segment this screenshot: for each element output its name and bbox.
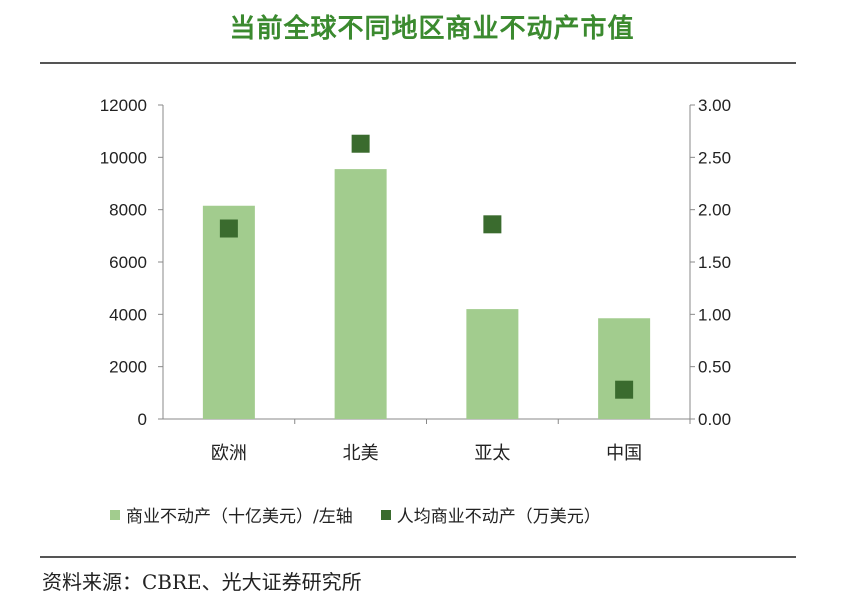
scatter-point <box>483 215 502 234</box>
right-tick-label: 2.50 <box>698 148 731 167</box>
legend-item-bar: 商业不动产（十亿美元）/左轴 <box>110 502 353 527</box>
right-tick-label: 3.00 <box>698 96 731 115</box>
left-tick-label: 2000 <box>109 358 147 377</box>
left-tick-label: 4000 <box>109 305 147 324</box>
right-tick-label: 0.50 <box>698 358 731 377</box>
left-tick-label: 10000 <box>100 148 147 167</box>
bottom-divider <box>40 556 796 558</box>
bar <box>334 169 387 419</box>
right-tick-label: 1.50 <box>698 253 731 272</box>
legend-marker-swatch <box>380 509 391 520</box>
left-tick-label: 12000 <box>100 96 147 115</box>
left-tick-label: 8000 <box>109 201 147 220</box>
source-note: 资料来源：CBRE、光大证券研究所 <box>42 570 362 594</box>
left-tick-label: 6000 <box>109 253 147 272</box>
category-label: 北美 <box>343 443 379 464</box>
top-divider <box>40 62 796 64</box>
scatter-point <box>219 219 238 238</box>
bar <box>598 318 651 419</box>
right-tick-label: 2.00 <box>698 201 731 220</box>
legend: 商业不动产（十亿美元）/左轴 人均商业不动产（万美元） <box>110 502 750 527</box>
left-tick-label: 0 <box>138 410 147 429</box>
legend-marker-label: 人均商业不动产（万美元） <box>396 507 601 527</box>
category-label: 中国 <box>606 443 642 464</box>
legend-bar-label: 商业不动产（十亿美元）/左轴 <box>126 507 353 527</box>
right-tick-label: 0.00 <box>698 410 731 429</box>
scatter-point <box>615 380 634 399</box>
chart-title: 当前全球不同地区商业不动产市值 <box>229 14 635 44</box>
legend-bar-swatch <box>110 509 120 520</box>
category-label: 欧洲 <box>211 443 247 464</box>
legend-item-marker: 人均商业不动产（万美元） <box>380 502 601 527</box>
category-label: 亚太 <box>474 443 510 464</box>
right-tick-label: 1.00 <box>698 305 731 324</box>
bar <box>466 309 519 419</box>
scatter-point <box>351 134 370 153</box>
bar <box>202 205 255 419</box>
